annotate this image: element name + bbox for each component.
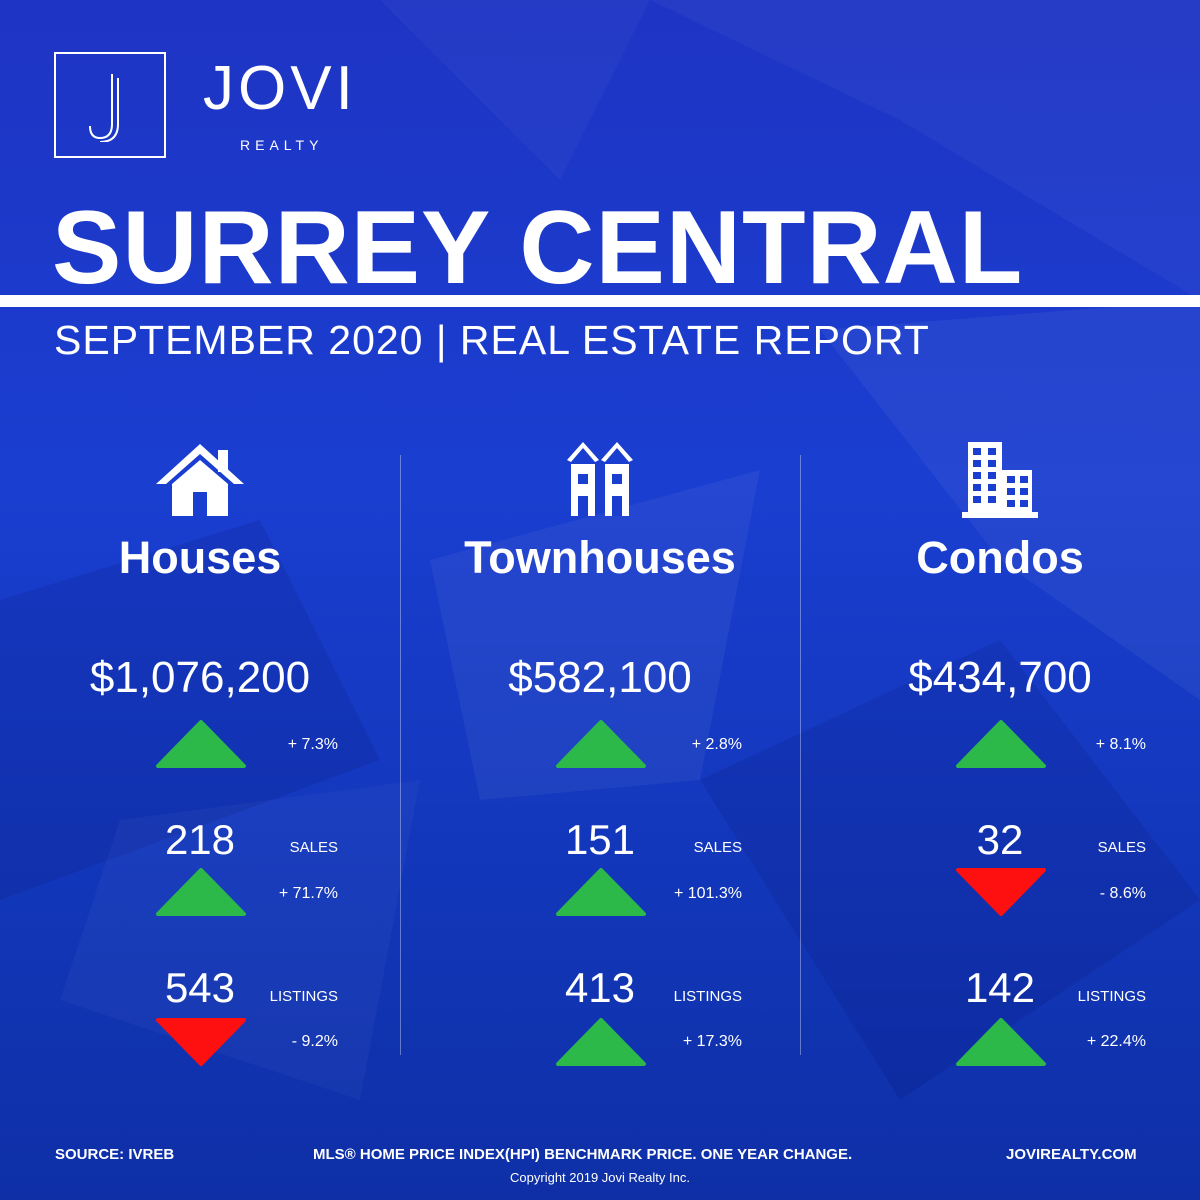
listings-label: LISTINGS (673, 988, 742, 1005)
house-icon (0, 440, 400, 530)
category-title: Townhouses (464, 532, 736, 583)
column-townhouses: Townhouses $582,100 + 2.8% 151 SALES + 1… (400, 430, 800, 1080)
listings-change: + 17.3% (682, 1033, 742, 1050)
trend-up-arrow-icon (956, 720, 1046, 768)
footer-source: SOURCE: IVREB (55, 1146, 175, 1163)
category-title: Houses (118, 532, 282, 583)
page-title: SURREY CENTRAL (52, 190, 1024, 306)
sales-count: 32 (976, 816, 1024, 863)
listings-change: - 9.2% (291, 1033, 338, 1050)
column-condos: Condos $434,700 + 8.1% 32 SALES - 8.6% 1… (800, 430, 1200, 1080)
footer-website-link[interactable]: JOVIREALTY.COM (1006, 1146, 1137, 1163)
sales-count: 151 (564, 816, 636, 863)
report-subtitle: SEPTEMBER 2020 | REAL ESTATE REPORT (54, 317, 930, 363)
column-divider (400, 455, 401, 1055)
listings-count: 543 (164, 964, 236, 1011)
trend-up-arrow-icon (556, 1018, 646, 1066)
sales-label: SALES (289, 839, 338, 856)
listings-change: + 22.4% (1086, 1033, 1146, 1050)
price-change: + 8.1% (1095, 736, 1146, 753)
sales-change: + 101.3% (673, 885, 742, 902)
listings-label: LISTINGS (269, 988, 338, 1005)
logo-mark (54, 52, 166, 158)
category-title: Condos (916, 532, 1084, 583)
sales-change: - 8.6% (1099, 885, 1146, 902)
sales-label: SALES (1097, 839, 1146, 856)
benchmark-price: $582,100 (508, 653, 692, 702)
footer-note: MLS® HOME PRICE INDEX(HPI) BENCHMARK PRI… (313, 1146, 853, 1163)
trend-down-arrow-icon (956, 868, 1046, 916)
column-divider (800, 455, 801, 1055)
brand-subtitle: REALTY (240, 137, 324, 153)
trend-up-arrow-icon (156, 868, 246, 916)
trend-up-arrow-icon (556, 868, 646, 916)
price-change: + 2.8% (691, 736, 742, 753)
condo-building-icon (800, 440, 1200, 530)
townhouse-icon (400, 440, 800, 530)
trend-up-arrow-icon (156, 720, 246, 768)
benchmark-price: $434,700 (908, 653, 1092, 702)
brand-name: JOVI (203, 54, 357, 123)
trend-down-arrow-icon (156, 1018, 246, 1066)
listings-label: LISTINGS (1077, 988, 1146, 1005)
benchmark-price: $1,076,200 (89, 653, 311, 702)
trend-up-arrow-icon (556, 720, 646, 768)
listings-count: 413 (564, 964, 636, 1011)
listings-count: 142 (964, 964, 1036, 1011)
sales-label: SALES (693, 839, 742, 856)
trend-up-arrow-icon (956, 1018, 1046, 1066)
footer-copyright: Copyright 2019 Jovi Realty Inc. (510, 1170, 690, 1185)
price-change: + 7.3% (287, 736, 338, 753)
logo-j-icon (89, 74, 119, 142)
sales-change: + 71.7% (278, 885, 338, 902)
column-houses: Houses $1,076,200 + 7.3% 218 SALES + 71.… (0, 430, 400, 1080)
title-underline (0, 295, 1200, 307)
sales-count: 218 (164, 816, 236, 863)
